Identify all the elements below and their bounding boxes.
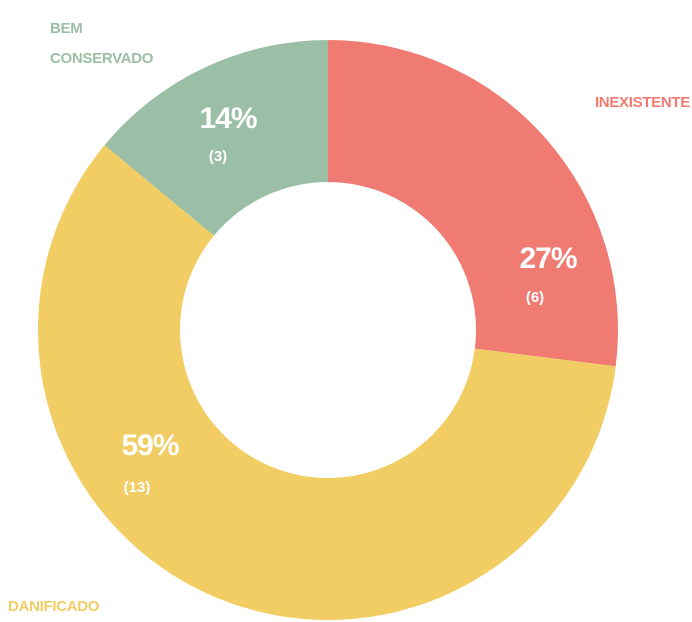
count-label: (13) — [124, 479, 151, 496]
donut-segment — [104, 40, 328, 236]
category-label: BEM CONSERVADO — [50, 20, 154, 67]
count-label: (3) — [209, 148, 227, 165]
donut-segment — [37, 145, 616, 621]
donut-segment — [328, 40, 618, 367]
percent-label: 14% — [199, 102, 256, 135]
category-label: DANIFICADO — [8, 598, 100, 615]
percent-label: 59% — [121, 429, 178, 462]
percent-label: 27% — [519, 242, 576, 275]
category-label: INEXISTENTE — [594, 94, 690, 111]
count-label: (6) — [526, 289, 544, 306]
